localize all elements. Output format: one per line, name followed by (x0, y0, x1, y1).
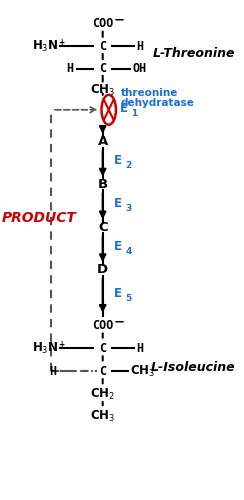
Text: A: A (98, 135, 108, 148)
Text: dehydratase: dehydratase (121, 98, 195, 108)
Text: 4: 4 (126, 247, 132, 256)
Text: +: + (58, 340, 64, 349)
Text: L-Threonine: L-Threonine (153, 47, 235, 60)
Text: C: C (99, 62, 106, 75)
Text: +: + (58, 38, 64, 47)
Text: −: − (114, 14, 125, 27)
Text: L-Isoleucine: L-Isoleucine (151, 361, 235, 374)
Text: H: H (137, 342, 144, 355)
Text: C: C (99, 365, 106, 378)
Text: COO: COO (92, 319, 113, 332)
Text: E: E (120, 102, 128, 116)
Text: C: C (99, 342, 106, 355)
Text: B: B (98, 178, 108, 191)
Text: E: E (114, 287, 122, 300)
Text: E: E (114, 198, 122, 210)
Text: H: H (67, 62, 74, 75)
Text: H: H (50, 365, 57, 378)
Text: D: D (97, 264, 108, 276)
Text: CH$_3$: CH$_3$ (90, 408, 115, 424)
Text: CH$_2$: CH$_2$ (90, 386, 115, 402)
Text: 5: 5 (126, 294, 132, 302)
Text: CH$_3$: CH$_3$ (130, 364, 155, 379)
Text: E: E (114, 240, 122, 253)
Text: OH: OH (133, 62, 147, 75)
Text: 2: 2 (126, 162, 132, 170)
Text: CH$_3$: CH$_3$ (90, 84, 115, 98)
Text: PRODUCT: PRODUCT (1, 210, 76, 224)
Text: H: H (137, 40, 144, 52)
Text: C: C (99, 40, 106, 52)
Text: H$_3$N: H$_3$N (32, 341, 58, 356)
Text: C: C (98, 220, 108, 234)
Text: threonine: threonine (121, 88, 178, 98)
Text: 3: 3 (126, 204, 132, 213)
Text: 1: 1 (131, 109, 137, 118)
Text: E: E (114, 154, 122, 168)
Text: −: − (114, 316, 125, 328)
Text: H$_3$N: H$_3$N (32, 38, 58, 54)
Text: COO: COO (92, 18, 113, 30)
